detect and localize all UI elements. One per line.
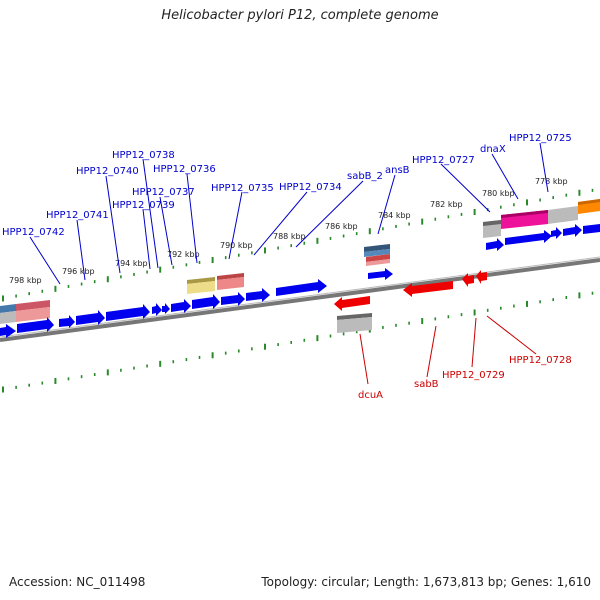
fwd-gene-arrow[interactable] xyxy=(368,268,393,280)
fwd-gene-arrow[interactable] xyxy=(551,227,562,239)
fwd-gene-arrow[interactable] xyxy=(106,304,150,321)
gene-label-hpp12-0736[interactable]: HPP12_0736 xyxy=(153,164,216,175)
forward-gene-track xyxy=(0,224,600,338)
reverse-gene-labels: dcuA sabB HPP12_0729 HPP12_0728 xyxy=(358,355,572,401)
gene-label-hpp12-0725[interactable]: HPP12_0725 xyxy=(509,133,572,144)
gene-label-ansb[interactable]: ansB xyxy=(385,165,410,176)
feature-block-salmon xyxy=(217,273,244,290)
fwd-gene-arrow[interactable] xyxy=(276,279,327,296)
scale-label-784: 784 kbp xyxy=(378,211,411,220)
gene-label-hpp12-0739[interactable]: HPP12_0739 xyxy=(112,200,175,211)
scale-label-792: 792 kbp xyxy=(167,250,200,259)
fwd-gene-arrow[interactable] xyxy=(162,303,170,314)
gene-label-hpp12-0742[interactable]: HPP12_0742 xyxy=(2,227,65,238)
gene-label-hpp12-0734[interactable]: HPP12_0734 xyxy=(279,182,342,193)
feature-blocks xyxy=(0,199,600,333)
fwd-gene-arrow[interactable] xyxy=(563,224,582,237)
fwd-gene-arrow[interactable] xyxy=(171,299,191,313)
feature-block-yellow xyxy=(187,277,215,294)
genome-summary-text: Topology: circular; Length: 1,673,813 bp… xyxy=(261,575,591,589)
gene-label-sabb-2[interactable]: sabB_2 xyxy=(347,171,383,182)
feature-block-stack-784 xyxy=(364,244,390,266)
fwd-gene-arrow[interactable] xyxy=(17,317,54,333)
scale-label-780: 780 kbp xyxy=(482,189,515,198)
scale-label-796: 796 kbp xyxy=(62,267,95,276)
genome-backbone xyxy=(0,256,600,342)
forward-gene-labels: HPP12_0742 HPP12_0741 HPP12_0740 HPP12_0… xyxy=(2,133,572,238)
fwd-gene-arrow[interactable] xyxy=(0,324,16,338)
fwd-gene-arrow[interactable] xyxy=(76,310,105,325)
gene-label-hpp12-0738[interactable]: HPP12_0738 xyxy=(112,150,175,161)
gene-label-hpp12-0737[interactable]: HPP12_0737 xyxy=(132,187,195,198)
scale-labels: 798 kbp 796 kbp 794 kbp 792 kbp 790 kbp … xyxy=(9,177,568,285)
gene-label-sabb[interactable]: sabB xyxy=(414,379,439,390)
reverse-gene-track xyxy=(334,270,487,311)
rev-gene-arrow[interactable] xyxy=(462,273,474,287)
gene-label-hpp12-0735[interactable]: HPP12_0735 xyxy=(211,183,274,194)
fwd-gene-arrow[interactable] xyxy=(192,294,220,309)
fwd-gene-arrow[interactable] xyxy=(59,315,75,328)
accession-text: Accession: NC_011498 xyxy=(9,575,146,589)
fwd-gene-arrow[interactable] xyxy=(152,303,162,316)
scale-label-786: 786 kbp xyxy=(325,222,358,231)
rev-gene-arrow[interactable] xyxy=(476,270,487,284)
reverse-label-leaders xyxy=(359,315,537,385)
scale-label-798: 798 kbp xyxy=(9,276,42,285)
gene-label-hpp12-0741[interactable]: HPP12_0741 xyxy=(46,210,109,221)
scale-label-790: 790 kbp xyxy=(220,241,253,250)
feature-block-right-cluster xyxy=(483,199,600,238)
fwd-gene-arrow[interactable] xyxy=(246,288,270,302)
fwd-gene-arrow[interactable] xyxy=(583,224,600,234)
scale-label-794: 794 kbp xyxy=(115,259,148,268)
gene-label-hpp12-0740[interactable]: HPP12_0740 xyxy=(76,166,139,177)
rev-gene-arrow[interactable] xyxy=(334,296,370,311)
fwd-gene-arrow[interactable] xyxy=(221,292,245,306)
map-title: Helicobacter pylori P12, complete genome xyxy=(161,8,439,23)
gene-label-hpp12-0728[interactable]: HPP12_0728 xyxy=(509,355,572,366)
scale-ticks-upper xyxy=(2,188,594,302)
scale-label-788: 788 kbp xyxy=(273,232,306,241)
gene-label-dcua[interactable]: dcuA xyxy=(358,390,383,401)
scale-label-782: 782 kbp xyxy=(430,200,463,209)
rev-gene-arrow[interactable] xyxy=(403,281,453,297)
gene-label-dnax[interactable]: dnaX xyxy=(480,144,506,155)
scale-label-778: 778 kbp xyxy=(535,177,568,186)
feature-block-left-edge xyxy=(0,300,50,324)
fwd-gene-arrow[interactable] xyxy=(486,238,504,251)
feature-block-lower-grey xyxy=(337,313,372,333)
gene-label-hpp12-0729[interactable]: HPP12_0729 xyxy=(442,370,505,381)
fwd-gene-arrow[interactable] xyxy=(505,230,552,245)
forward-label-leaders xyxy=(29,142,549,285)
gene-label-hpp12-0727[interactable]: HPP12_0727 xyxy=(412,155,475,166)
